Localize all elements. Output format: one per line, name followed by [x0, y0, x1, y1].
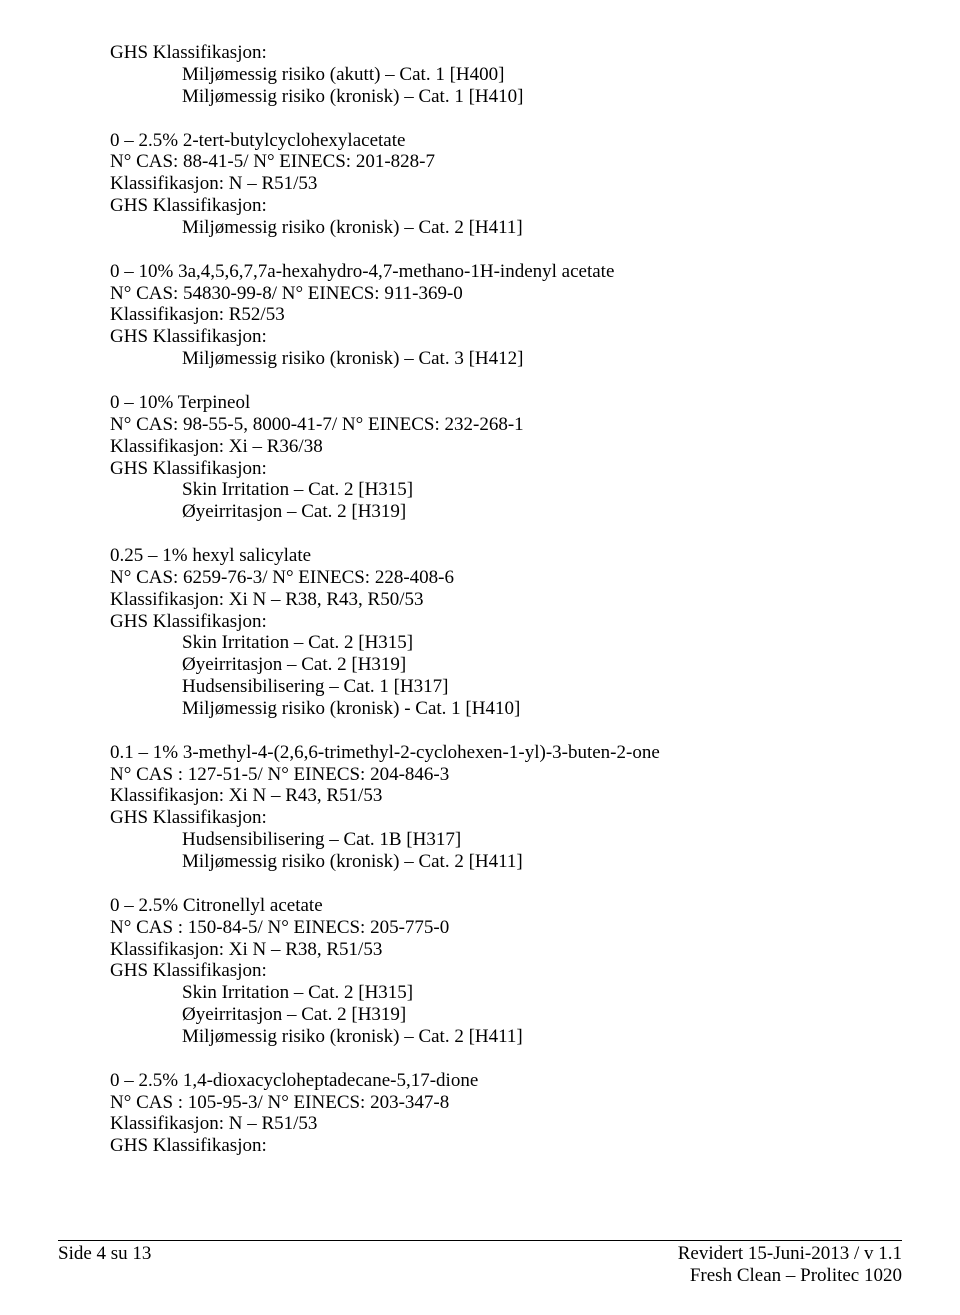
body-line: 0 – 2.5% Citronellyl acetate	[110, 895, 850, 917]
indented-line: Øyeirritasjon – Cat. 2 [H319]	[110, 501, 850, 523]
body-line: GHS Klassifikasjon:	[110, 42, 850, 64]
section: 0 – 10% TerpineolN° CAS: 98-55-5, 8000-4…	[110, 392, 850, 523]
body-line: N° CAS: 6259-76-3/ N° EINECS: 228-408-6	[110, 567, 850, 589]
indented-line: Hudsensibilisering – Cat. 1B [H317]	[110, 829, 850, 851]
body-line: GHS Klassifikasjon:	[110, 195, 850, 217]
body-line: Klassifikasjon: N – R51/53	[110, 173, 850, 195]
body-line: Klassifikasjon: Xi – R36/38	[110, 436, 850, 458]
body-line: GHS Klassifikasjon:	[110, 1135, 850, 1157]
body-line: N° CAS : 150-84-5/ N° EINECS: 205-775-0	[110, 917, 850, 939]
section: 0.25 – 1% hexyl salicylateN° CAS: 6259-7…	[110, 545, 850, 720]
body-line: Klassifikasjon: Xi N – R38, R51/53	[110, 939, 850, 961]
footer-product: Fresh Clean – Prolitec 1020	[678, 1265, 902, 1287]
indented-line: Miljømessig risiko (kronisk) – Cat. 2 [H…	[110, 851, 850, 873]
body-line: N° CAS : 127-51-5/ N° EINECS: 204-846-3	[110, 764, 850, 786]
footer-left: Side 4 su 13	[58, 1243, 151, 1287]
footer-right: Revidert 15-Juni-2013 / v 1.1 Fresh Clea…	[678, 1243, 902, 1287]
body-line: 0 – 10% Terpineol	[110, 392, 850, 414]
page: GHS Klassifikasjon:Miljømessig risiko (a…	[0, 0, 960, 1315]
body-line: 0 – 2.5% 2-tert-butylcyclohexylacetate	[110, 130, 850, 152]
body-line: GHS Klassifikasjon:	[110, 807, 850, 829]
indented-line: Hudsensibilisering – Cat. 1 [H317]	[110, 676, 850, 698]
indented-line: Miljømessig risiko (kronisk) - Cat. 1 [H…	[110, 698, 850, 720]
body-line: 0.25 – 1% hexyl salicylate	[110, 545, 850, 567]
section: 0 – 2.5% 2-tert-butylcyclohexylacetateN°…	[110, 130, 850, 239]
body-line: N° CAS: 88-41-5/ N° EINECS: 201-828-7	[110, 151, 850, 173]
body-line: GHS Klassifikasjon:	[110, 326, 850, 348]
document-body: GHS Klassifikasjon:Miljømessig risiko (a…	[110, 42, 850, 1157]
footer-revision: Revidert 15-Juni-2013 / v 1.1	[678, 1243, 902, 1265]
indented-line: Skin Irritation – Cat. 2 [H315]	[110, 982, 850, 1004]
body-line: Klassifikasjon: N – R51/53	[110, 1113, 850, 1135]
indented-line: Skin Irritation – Cat. 2 [H315]	[110, 479, 850, 501]
body-line: 0 – 10% 3a,4,5,6,7,7a-hexahydro-4,7-meth…	[110, 261, 850, 283]
section: GHS Klassifikasjon:Miljømessig risiko (a…	[110, 42, 850, 108]
body-line: N° CAS: 54830-99-8/ N° EINECS: 911-369-0	[110, 283, 850, 305]
section: 0 – 2.5% 1,4-dioxacycloheptadecane-5,17-…	[110, 1070, 850, 1157]
indented-line: Miljømessig risiko (kronisk) – Cat. 2 [H…	[110, 217, 850, 239]
body-line: 0.1 – 1% 3-methyl-4-(2,6,6-trimethyl-2-c…	[110, 742, 850, 764]
indented-line: Miljømessig risiko (kronisk) – Cat. 1 [H…	[110, 86, 850, 108]
section: 0 – 2.5% Citronellyl acetateN° CAS : 150…	[110, 895, 850, 1048]
body-line: N° CAS: 98-55-5, 8000-41-7/ N° EINECS: 2…	[110, 414, 850, 436]
body-line: N° CAS : 105-95-3/ N° EINECS: 203-347-8	[110, 1092, 850, 1114]
indented-line: Øyeirritasjon – Cat. 2 [H319]	[110, 654, 850, 676]
indented-line: Skin Irritation – Cat. 2 [H315]	[110, 632, 850, 654]
page-footer: Side 4 su 13 Revidert 15-Juni-2013 / v 1…	[58, 1240, 902, 1287]
body-line: Klassifikasjon: R52/53	[110, 304, 850, 326]
indented-line: Miljømessig risiko (kronisk) – Cat. 3 [H…	[110, 348, 850, 370]
body-line: 0 – 2.5% 1,4-dioxacycloheptadecane-5,17-…	[110, 1070, 850, 1092]
indented-line: Miljømessig risiko (akutt) – Cat. 1 [H40…	[110, 64, 850, 86]
body-line: Klassifikasjon: Xi N – R38, R43, R50/53	[110, 589, 850, 611]
indented-line: Øyeirritasjon – Cat. 2 [H319]	[110, 1004, 850, 1026]
section: 0 – 10% 3a,4,5,6,7,7a-hexahydro-4,7-meth…	[110, 261, 850, 370]
indented-line: Miljømessig risiko (kronisk) – Cat. 2 [H…	[110, 1026, 850, 1048]
section: 0.1 – 1% 3-methyl-4-(2,6,6-trimethyl-2-c…	[110, 742, 850, 873]
body-line: GHS Klassifikasjon:	[110, 611, 850, 633]
body-line: Klassifikasjon: Xi N – R43, R51/53	[110, 785, 850, 807]
body-line: GHS Klassifikasjon:	[110, 458, 850, 480]
body-line: GHS Klassifikasjon:	[110, 960, 850, 982]
